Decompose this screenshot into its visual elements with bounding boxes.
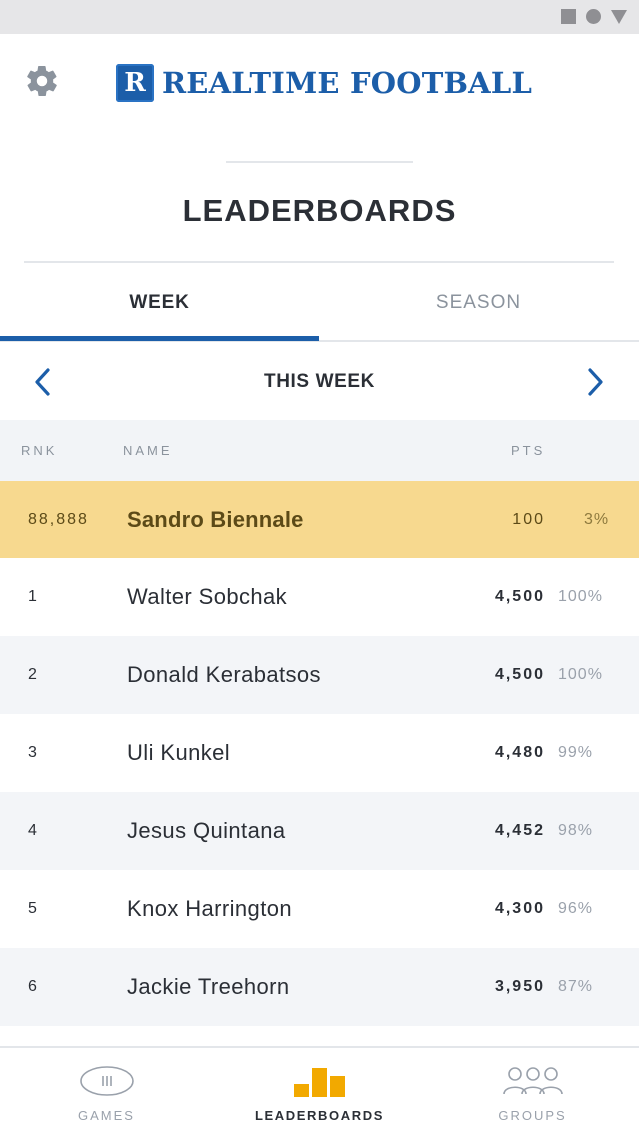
leaderboard-tabs: WEEK SEASON: [0, 266, 639, 342]
logo-text: REALTIME FOOTBALL: [162, 66, 533, 100]
row-rank: 4: [28, 822, 38, 839]
row-percent: 99%: [558, 744, 594, 761]
row-percent: 96%: [558, 900, 594, 917]
row-points: 4,500: [494, 666, 545, 683]
status-bar: [0, 0, 639, 34]
gear-icon: [27, 65, 57, 97]
table-row[interactable]: 3 Uli Kunkel 4,480 99%: [0, 714, 639, 792]
bar-chart-icon: [213, 1064, 426, 1098]
week-label: THIS WEEK: [264, 371, 375, 392]
app-logo: R REALTIME FOOTBALL: [116, 64, 532, 102]
active-tab-indicator: [0, 336, 319, 341]
table-row[interactable]: 2 Donald Kerabatsos 4,500 100%: [0, 636, 639, 714]
row-name: Uli Kunkel: [127, 740, 231, 765]
row-name: Jesus Quintana: [127, 818, 286, 843]
system-icons: [561, 9, 627, 24]
people-icon: [426, 1064, 639, 1098]
page-title: LEADERBOARDS: [182, 193, 457, 228]
nav-groups[interactable]: GROUPS: [426, 1048, 639, 1136]
settings-button[interactable]: [24, 63, 60, 99]
football-icon: [0, 1064, 213, 1098]
row-rank: 2: [28, 666, 38, 683]
next-week-button[interactable]: [581, 365, 611, 399]
row-rank: 1: [28, 588, 38, 605]
row-rank: 3: [28, 744, 38, 761]
nav-games-label: GAMES: [78, 1108, 135, 1123]
row-name: Jackie Treehorn: [127, 974, 290, 999]
bottom-navigation: GAMES LEADERBOARDS GROUPS: [0, 1046, 639, 1136]
table-row[interactable]: 6 Jackie Treehorn 3,950 87%: [0, 948, 639, 1026]
circle-icon: [586, 9, 601, 24]
row-name: Donald Kerabatsos: [127, 662, 321, 687]
tab-week[interactable]: WEEK: [129, 292, 190, 313]
row-percent: 100%: [558, 588, 603, 605]
nav-leaderboards-label: LEADERBOARDS: [255, 1108, 384, 1123]
leaderboard-list: 88,888 Sandro Biennale 100 3% 1 Walter S…: [0, 481, 639, 1026]
previous-week-button[interactable]: [29, 365, 59, 399]
chevron-left-icon: [35, 368, 50, 396]
table-header: RNK NAME PTS: [0, 420, 639, 481]
title-divider: [226, 161, 413, 163]
tab-season[interactable]: SEASON: [435, 292, 522, 313]
row-points: 4,500: [494, 588, 545, 605]
row-rank: 88,888: [28, 511, 89, 528]
column-points: PTS: [511, 443, 546, 458]
table-row[interactable]: 4 Jesus Quintana 4,452 98%: [0, 792, 639, 870]
nav-games[interactable]: GAMES: [0, 1048, 213, 1136]
square-icon: [561, 9, 576, 24]
chevron-right-icon: [588, 368, 603, 396]
row-name: Knox Harrington: [127, 896, 292, 921]
column-name: NAME: [123, 443, 173, 458]
row-points: 3,950: [494, 978, 545, 995]
row-percent: 100%: [558, 666, 603, 683]
row-rank: 5: [28, 900, 38, 917]
column-rank: RNK: [21, 443, 58, 458]
row-name: Walter Sobchak: [127, 584, 288, 609]
row-percent: 87%: [558, 978, 594, 995]
nav-leaderboards[interactable]: LEADERBOARDS: [213, 1048, 426, 1136]
row-rank: 6: [28, 978, 38, 995]
week-navigator: THIS WEEK: [0, 343, 639, 420]
row-points: 100: [512, 511, 545, 528]
row-points: 4,300: [494, 900, 545, 917]
table-row[interactable]: 5 Knox Harrington 4,300 96%: [0, 870, 639, 948]
row-percent: 3%: [584, 511, 610, 528]
row-name: Sandro Biennale: [127, 507, 304, 532]
nav-groups-label: GROUPS: [498, 1108, 567, 1123]
row-points: 4,480: [494, 744, 545, 761]
row-percent: 98%: [558, 822, 594, 839]
triangle-icon: [611, 9, 627, 24]
row-points: 4,452: [494, 822, 545, 839]
current-user-row[interactable]: 88,888 Sandro Biennale 100 3%: [0, 481, 639, 558]
header-divider: [24, 261, 614, 263]
logo-badge: R: [116, 64, 154, 102]
logo-letter: R: [124, 68, 146, 98]
table-row[interactable]: 1 Walter Sobchak 4,500 100%: [0, 558, 639, 636]
